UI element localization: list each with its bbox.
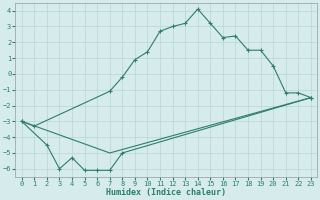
X-axis label: Humidex (Indice chaleur): Humidex (Indice chaleur)	[106, 188, 226, 197]
